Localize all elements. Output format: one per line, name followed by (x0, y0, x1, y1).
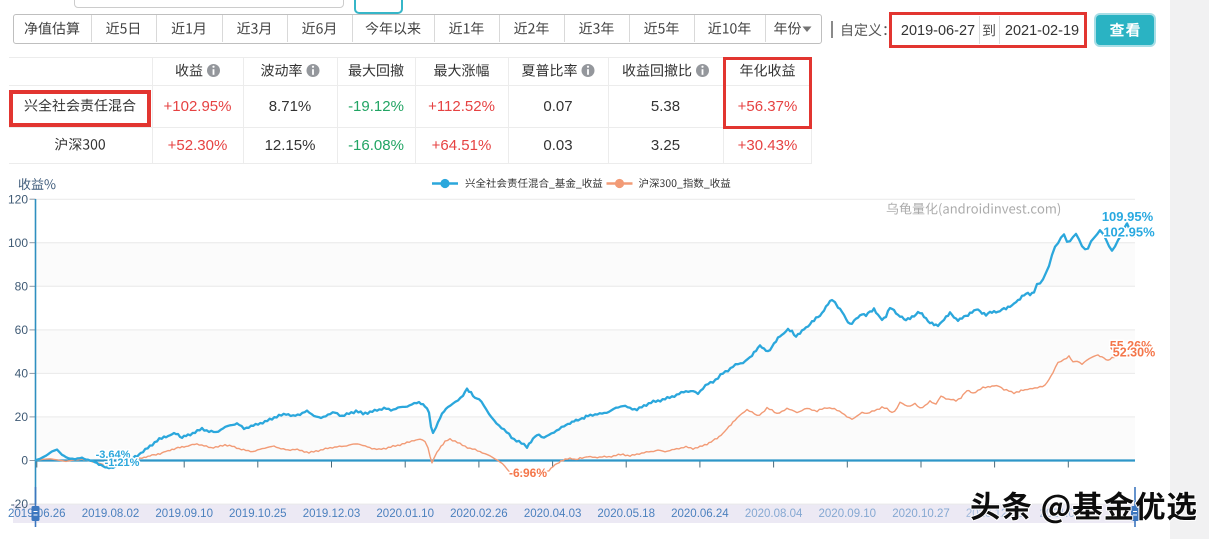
svg-text:2019.10.25: 2019.10.25 (229, 508, 287, 520)
svg-text:+52.30%: +52.30% (168, 137, 228, 154)
svg-text:2020.02.26: 2020.02.26 (450, 508, 508, 520)
svg-text:+30.43%: +30.43% (738, 137, 798, 154)
svg-text:-3.64%: -3.64% (96, 449, 131, 461)
svg-text:2020.06.24: 2020.06.24 (671, 508, 729, 520)
svg-text:2020.05.18: 2020.05.18 (597, 508, 655, 520)
svg-text:-20: -20 (11, 497, 29, 511)
svg-text:40: 40 (15, 367, 29, 381)
svg-text:2020.09.10: 2020.09.10 (819, 508, 877, 520)
svg-text:-6.96%: -6.96% (509, 466, 547, 480)
svg-text:109.95%: 109.95% (1102, 209, 1154, 224)
svg-text:20: 20 (15, 410, 29, 424)
svg-text:+56.37%: +56.37% (738, 98, 798, 115)
svg-text:2021-02-19: 2021-02-19 (1005, 23, 1079, 39)
svg-text:+112.52%: +112.52% (428, 98, 495, 115)
svg-text:-1.21%: -1.21% (105, 457, 140, 469)
svg-text:2020.04.03: 2020.04.03 (524, 508, 582, 520)
svg-text:+64.51%: +64.51% (432, 137, 492, 154)
svg-text:120: 120 (8, 192, 28, 206)
svg-text:0.07: 0.07 (543, 98, 572, 115)
svg-text:2019.08.02: 2019.08.02 (82, 508, 140, 520)
svg-text:8.71%: 8.71% (269, 98, 312, 115)
svg-text:2019.09.10: 2019.09.10 (155, 508, 213, 520)
svg-text:0: 0 (21, 454, 28, 468)
svg-text:52.30%: 52.30% (1113, 346, 1155, 360)
svg-text:2019.12.03: 2019.12.03 (303, 508, 361, 520)
svg-text:+102.95%: +102.95% (164, 98, 232, 115)
svg-text:-16.08%: -16.08% (348, 137, 404, 154)
svg-text:-19.12%: -19.12% (348, 98, 404, 115)
svg-text:102.95%: 102.95% (1103, 225, 1155, 240)
svg-text:2020.08.04: 2020.08.04 (745, 508, 803, 520)
svg-text:100: 100 (8, 236, 28, 250)
svg-text:0.03: 0.03 (543, 137, 572, 154)
svg-text:2020.01.10: 2020.01.10 (376, 508, 434, 520)
svg-text:5.38: 5.38 (651, 98, 680, 115)
svg-text:3.25: 3.25 (651, 137, 680, 154)
svg-text:55.26%: 55.26% (1110, 339, 1152, 353)
svg-text:60: 60 (15, 323, 29, 337)
svg-text:12.15%: 12.15% (265, 137, 316, 154)
svg-text:80: 80 (15, 280, 29, 294)
svg-text:2020.10.27: 2020.10.27 (892, 508, 950, 520)
svg-text:2019-06-27: 2019-06-27 (901, 23, 975, 39)
